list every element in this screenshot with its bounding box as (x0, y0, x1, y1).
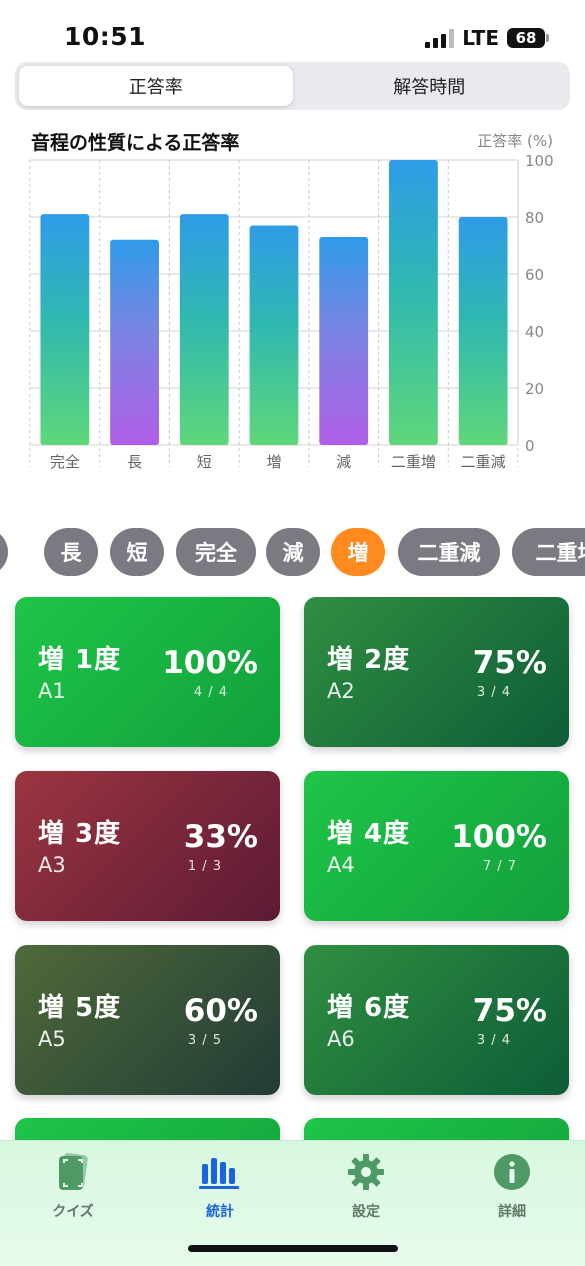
quiz-card-icon (23, 1151, 123, 1193)
tab-statistics[interactable]: 統計 (170, 1151, 270, 1221)
signal-icon (425, 28, 455, 48)
y-tick-label: 0 (525, 437, 535, 455)
info-icon (462, 1151, 562, 1193)
x-tick-label: 増 (266, 453, 281, 471)
accuracy-percent: 60% (183, 993, 258, 1029)
interval-card[interactable]: 増 3度 A3 33% 1 / 3 (15, 771, 280, 921)
interval-name: 増 3度 (38, 819, 122, 849)
tab-quiz[interactable]: クイズ (23, 1151, 123, 1221)
interval-code: A2 (327, 679, 355, 703)
network-label: LTE (462, 26, 499, 50)
accuracy-bar-chart: 0 20 40 60 80 100 完全 長 短 増 減 二重増 二重減 (29, 152, 554, 471)
filter-chip[interactable]: 二重増 (512, 528, 585, 576)
tab-quiz-label: クイズ (52, 1204, 94, 1220)
y-tick-label: 40 (525, 323, 544, 341)
x-tick-label: 長 (127, 453, 142, 471)
interval-code: A4 (327, 853, 355, 877)
filter-chip[interactable]: 減 (266, 528, 320, 576)
interval-card[interactable]: 増 6度 A6 75% 3 / 4 (304, 945, 569, 1095)
correct-count: 3 / 4 (476, 1033, 511, 1048)
segment-answer-time[interactable]: 解答時間 (393, 77, 466, 98)
accuracy-percent: 100% (451, 819, 547, 855)
interval-card[interactable]: 増 4度 A4 100% 7 / 7 (304, 771, 569, 921)
interval-name: 増 6度 (327, 993, 411, 1023)
interval-code: A5 (38, 1027, 66, 1051)
chart-bar-2 (179, 214, 229, 445)
metric-segmented-control: 正答率 解答時間 (15, 62, 570, 110)
chart-bar-3 (249, 225, 299, 445)
interval-code: A1 (38, 679, 66, 703)
x-tick-label: 二重増 (391, 453, 436, 471)
correct-count: 3 / 5 (187, 1033, 222, 1048)
interval-card[interactable]: 増 1度 A1 100% 4 / 4 (15, 597, 280, 747)
battery-icon: 68 (507, 28, 549, 48)
chart-bar-5 (389, 160, 438, 445)
tab-details[interactable]: 詳細 (462, 1151, 562, 1221)
interval-name: 増 5度 (38, 993, 122, 1023)
interval-card[interactable]: 増 5度 A5 60% 3 / 5 (15, 945, 280, 1095)
chart-bar-1 (110, 239, 159, 445)
interval-code: A3 (38, 853, 66, 877)
status-bar: 10:51 LTE 68 (0, 0, 585, 60)
filter-chip[interactable]: 短 (110, 528, 164, 576)
chart-y-axis-label: 正答率 (%) (477, 132, 553, 150)
correct-count: 7 / 7 (482, 859, 517, 874)
segment-accuracy[interactable]: 正答率 (19, 66, 293, 106)
status-indicators: LTE 68 (425, 26, 549, 50)
x-tick-label: 二重減 (461, 453, 506, 471)
chart-bar-4 (319, 236, 369, 445)
filter-chip[interactable]: 二重減 (398, 528, 500, 576)
status-time: 10:51 (64, 22, 147, 51)
y-tick-label: 20 (525, 380, 544, 398)
filter-chip[interactable]: 増 (331, 528, 385, 576)
y-tick-label: 80 (525, 209, 544, 227)
accuracy-percent: 33% (183, 819, 258, 855)
x-tick-label: 完全 (50, 453, 80, 471)
tab-details-label: 詳細 (498, 1204, 526, 1220)
x-tick-label: 減 (336, 453, 351, 471)
tab-statistics-label: 統計 (206, 1204, 234, 1220)
interval-name: 増 4度 (327, 819, 411, 849)
gear-icon (316, 1151, 416, 1193)
chart-title: 音程の性質による正答率 (31, 132, 240, 154)
y-tick-label: 100 (525, 152, 554, 170)
home-indicator (188, 1245, 398, 1252)
accuracy-percent: 100% (162, 645, 258, 681)
correct-count: 1 / 3 (187, 859, 222, 874)
chart-bar-0 (40, 214, 90, 445)
correct-count: 4 / 4 (193, 685, 228, 700)
chart-bar-6 (458, 217, 508, 445)
y-tick-label: 60 (525, 266, 544, 284)
correct-count: 3 / 4 (476, 685, 511, 700)
interval-code: A6 (327, 1027, 355, 1051)
accuracy-percent: 75% (472, 645, 547, 681)
interval-name: 増 2度 (327, 645, 411, 675)
x-tick-label: 短 (197, 453, 212, 471)
interval-card[interactable]: 増 2度 A2 75% 3 / 4 (304, 597, 569, 747)
chart-bars-icon (170, 1151, 270, 1193)
tab-settings[interactable]: 設定 (316, 1151, 416, 1221)
filter-chip[interactable]: 長 (44, 528, 98, 576)
accuracy-percent: 75% (472, 993, 547, 1029)
tab-settings-label: 設定 (352, 1204, 380, 1220)
interval-name: 増 1度 (38, 645, 122, 675)
filter-chip[interactable]: 完全 (176, 528, 256, 576)
filter-chip[interactable]: 減 (0, 528, 8, 576)
